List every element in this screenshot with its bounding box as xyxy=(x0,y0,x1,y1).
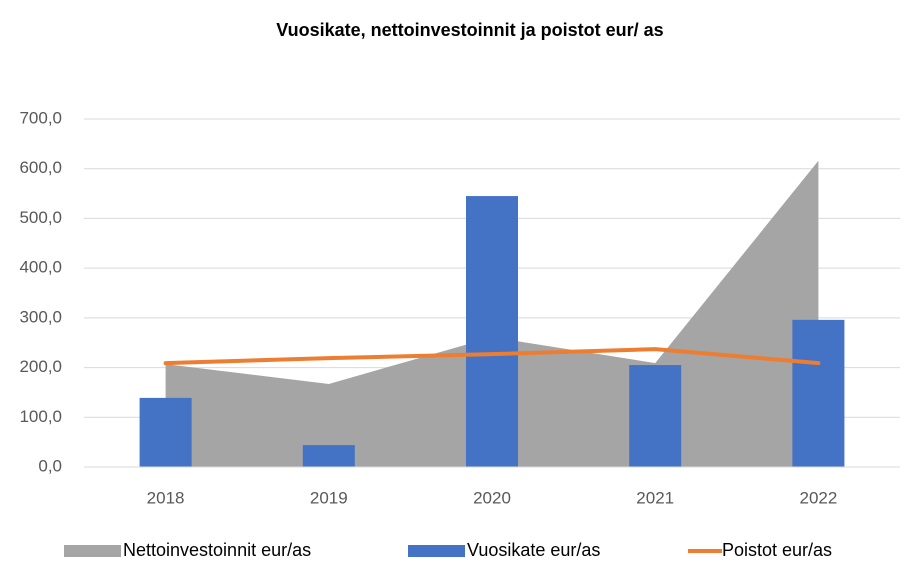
legend-label: Nettoinvestoinnit eur/as xyxy=(123,540,311,560)
x-tick-label: 2020 xyxy=(473,488,511,507)
y-tick-label: 400,0 xyxy=(19,258,62,277)
bar xyxy=(302,445,355,467)
y-tick-label: 600,0 xyxy=(19,158,62,177)
legend-swatch xyxy=(408,545,465,557)
legend-label: Poistot eur/as xyxy=(722,540,832,560)
bar xyxy=(629,365,682,467)
y-tick-label: 200,0 xyxy=(19,357,62,376)
y-tick-label: 0,0 xyxy=(38,456,62,475)
bar xyxy=(792,319,845,467)
x-tick-label: 2019 xyxy=(310,488,348,507)
line xyxy=(163,347,821,366)
y-tick-label: 100,0 xyxy=(19,407,62,426)
bar xyxy=(139,397,192,467)
chart-title: Vuosikate, nettoinvestoinnit ja poistot … xyxy=(276,20,663,40)
legend-label: Vuosikate eur/as xyxy=(467,540,600,560)
bar xyxy=(466,196,518,468)
x-tick-label: 2018 xyxy=(147,488,185,507)
x-tick-label: 2021 xyxy=(636,488,674,507)
y-tick-label: 700,0 xyxy=(19,108,62,127)
legend-swatch xyxy=(64,545,121,557)
x-tick-label: 2022 xyxy=(799,488,837,507)
y-tick-label: 300,0 xyxy=(19,307,62,326)
y-tick-label: 500,0 xyxy=(19,208,62,227)
